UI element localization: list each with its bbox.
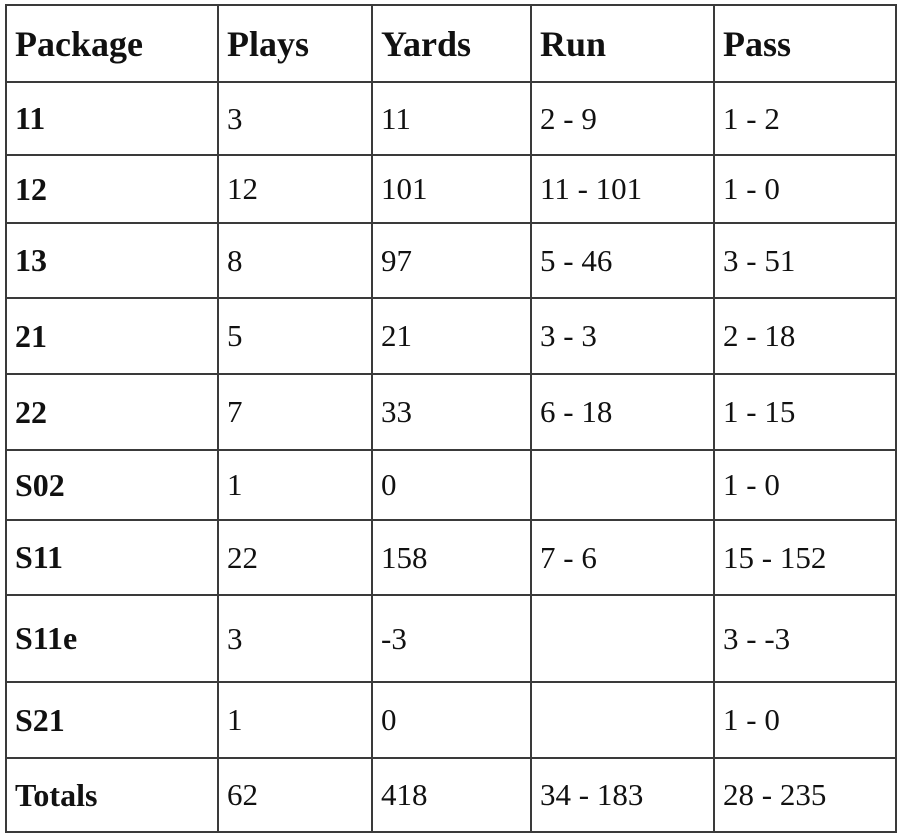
table-row: S02 1 0 1 - 0 (5, 449, 897, 521)
table-cell: 158 (371, 519, 532, 596)
table-cell: 62 (217, 757, 373, 833)
table-cell: 7 - 6 (530, 519, 715, 596)
package-cell: S02 (5, 449, 219, 521)
table-cell: 2 - 9 (530, 81, 715, 156)
table-cell: 15 - 152 (713, 519, 897, 596)
package-cell: 22 (5, 373, 219, 451)
table-cell: 5 - 46 (530, 222, 715, 299)
header-row: Package Plays Yards Run Pass (5, 4, 897, 83)
table-cell: 3 - 3 (530, 297, 715, 375)
table-cell: 11 - 101 (530, 154, 715, 224)
table-cell: 22 (217, 519, 373, 596)
header-cell: Run (530, 4, 715, 83)
table-row: S21 1 0 1 - 0 (5, 681, 897, 759)
table-cell: 28 - 235 (713, 757, 897, 833)
table-cell: 1 (217, 681, 373, 759)
table-cell: 34 - 183 (530, 757, 715, 833)
table-cell (530, 681, 715, 759)
table-cell: 1 - 15 (713, 373, 897, 451)
table-cell (530, 449, 715, 521)
package-cell: 12 (5, 154, 219, 224)
table-row: 22 7 33 6 - 18 1 - 15 (5, 373, 897, 451)
header-cell: Package (5, 4, 219, 83)
header-cell: Pass (713, 4, 897, 83)
table-cell: 21 (371, 297, 532, 375)
table-cell: 1 (217, 449, 373, 521)
package-cell: Totals (5, 757, 219, 833)
table-cell: 1 - 0 (713, 681, 897, 759)
table-cell: 3 (217, 81, 373, 156)
table-cell: 12 (217, 154, 373, 224)
table-cell: 11 (371, 81, 532, 156)
table-cell: 0 (371, 681, 532, 759)
table-row: 13 8 97 5 - 46 3 - 51 (5, 222, 897, 299)
table-cell: 1 - 2 (713, 81, 897, 156)
header-cell: Plays (217, 4, 373, 83)
table-cell: 33 (371, 373, 532, 451)
table-cell: 6 - 18 (530, 373, 715, 451)
package-cell: S11 (5, 519, 219, 596)
table-row: S11e 3 -3 3 - -3 (5, 594, 897, 683)
table-cell: 97 (371, 222, 532, 299)
table-cell: 0 (371, 449, 532, 521)
table-cell: -3 (371, 594, 532, 683)
table-cell: 7 (217, 373, 373, 451)
package-cell: 11 (5, 81, 219, 156)
table-cell: 5 (217, 297, 373, 375)
table-row: S11 22 158 7 - 6 15 - 152 (5, 519, 897, 596)
package-cell: S11e (5, 594, 219, 683)
header-cell: Yards (371, 4, 532, 83)
table-cell: 418 (371, 757, 532, 833)
table-cell: 3 - 51 (713, 222, 897, 299)
table-cell: 2 - 18 (713, 297, 897, 375)
table-cell: 3 - -3 (713, 594, 897, 683)
table-row: Totals 62 418 34 - 183 28 - 235 (5, 757, 897, 833)
table-cell: 8 (217, 222, 373, 299)
table-cell: 1 - 0 (713, 154, 897, 224)
table-cell: 101 (371, 154, 532, 224)
package-cell: S21 (5, 681, 219, 759)
package-cell: 21 (5, 297, 219, 375)
package-cell: 13 (5, 222, 219, 299)
table-row: 12 12 101 11 - 101 1 - 0 (5, 154, 897, 224)
table-cell: 3 (217, 594, 373, 683)
table-cell: 1 - 0 (713, 449, 897, 521)
table-cell (530, 594, 715, 683)
